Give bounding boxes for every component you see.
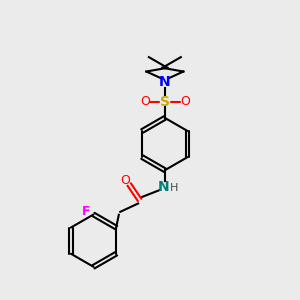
Text: S: S xyxy=(160,94,170,109)
Text: O: O xyxy=(140,95,150,108)
Text: O: O xyxy=(120,173,130,187)
Text: F: F xyxy=(82,205,90,218)
Text: N: N xyxy=(159,75,171,89)
Text: O: O xyxy=(180,95,190,108)
Text: H: H xyxy=(169,183,178,193)
Text: N: N xyxy=(158,180,169,194)
